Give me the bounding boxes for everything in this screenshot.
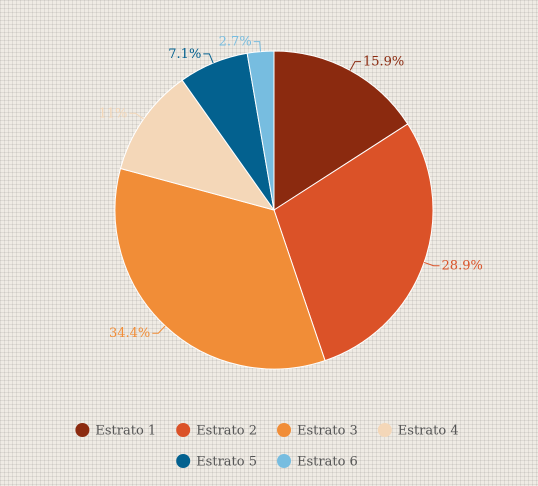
pie-slice-estrato-4[interactable] (119, 79, 276, 211)
legend-label: Estrato 2 (196, 424, 257, 439)
data-label-leader-estrato-3 (152, 325, 166, 334)
legend-marker (277, 454, 291, 468)
data-label-estrato-3: 34.4% (109, 326, 150, 341)
legend-marker (277, 423, 291, 437)
pie-slice-estrato-1[interactable] (273, 50, 409, 211)
data-label-leader-estrato-4 (129, 112, 144, 120)
legend-marker (176, 423, 191, 437)
data-label-estrato-6: 2.7% (219, 35, 252, 50)
data-label-estrato-5: 7.1% (168, 47, 201, 62)
legend-item-estrato-2[interactable]: Estrato 2 (176, 423, 257, 439)
legend-marker (176, 454, 191, 468)
legend-label: Estrato 4 (398, 424, 459, 439)
legend-item-estrato-5[interactable]: Estrato 5 (176, 454, 257, 470)
legend-item-estrato-4[interactable]: Estrato 4 (377, 423, 459, 439)
pie-slice-estrato-3[interactable] (114, 167, 326, 370)
data-label-estrato-4: 11% (99, 106, 128, 121)
legend-label: Estrato 5 (196, 455, 257, 470)
data-label-leader-estrato-5 (203, 53, 214, 64)
data-label-estrato-1: 15.9% (363, 55, 404, 70)
legend-label: Estrato 3 (297, 424, 358, 439)
data-label-estrato-2: 28.9% (442, 259, 483, 274)
data-label-leader-estrato-1 (349, 61, 361, 71)
data-label-leader-estrato-6 (253, 41, 262, 52)
legend-label: Estrato 6 (297, 455, 358, 470)
legend-item-estrato-6[interactable]: Estrato 6 (277, 454, 358, 470)
data-label-leader-estrato-2 (423, 261, 440, 267)
legend-marker (377, 423, 392, 437)
legend-marker (75, 423, 90, 437)
legend-item-estrato-1[interactable]: Estrato 1 (75, 423, 156, 439)
legend-item-estrato-3[interactable]: Estrato 3 (277, 423, 358, 439)
legend-label: Estrato 1 (95, 424, 156, 439)
